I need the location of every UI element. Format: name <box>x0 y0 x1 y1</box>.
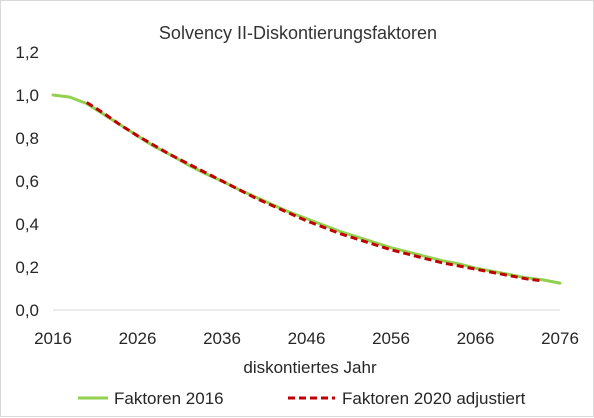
y-tick-label: 0,4 <box>15 215 39 234</box>
y-tick-label: 0,0 <box>15 301 39 320</box>
x-tick-label: 2056 <box>372 329 410 348</box>
y-tick-label: 0,6 <box>15 172 39 191</box>
y-tick-label: 0,8 <box>15 129 39 148</box>
x-tick-label: 2066 <box>457 329 495 348</box>
x-tick-label: 2076 <box>541 329 579 348</box>
legend-label-1: Faktoren 2016 <box>114 389 224 408</box>
x-axis-label: diskontiertes Jahr <box>243 358 377 377</box>
x-tick-label: 2026 <box>119 329 157 348</box>
x-tick-label: 2046 <box>288 329 326 348</box>
y-tick-label: 0,2 <box>15 258 39 277</box>
series-line-1 <box>51 93 562 285</box>
legend: Faktoren 2016 Faktoren 2020 adjustiert <box>78 389 526 408</box>
series-layer <box>51 93 562 285</box>
x-axis-ticks: 2016 2026 2036 2046 2056 2066 2076 <box>34 329 579 348</box>
chart-title: Solvency II-Diskontierungsfaktoren <box>159 23 437 43</box>
y-axis-ticks: 0,0 0,2 0,4 0,6 0,8 1,0 1,2 <box>15 43 39 320</box>
y-tick-label: 1,2 <box>15 43 39 62</box>
x-tick-label: 2036 <box>203 329 241 348</box>
y-tick-label: 1,0 <box>15 86 39 105</box>
x-tick-label: 2016 <box>34 329 72 348</box>
legend-label-2: Faktoren 2020 adjustiert <box>342 389 526 408</box>
series-line-2 <box>85 101 544 283</box>
